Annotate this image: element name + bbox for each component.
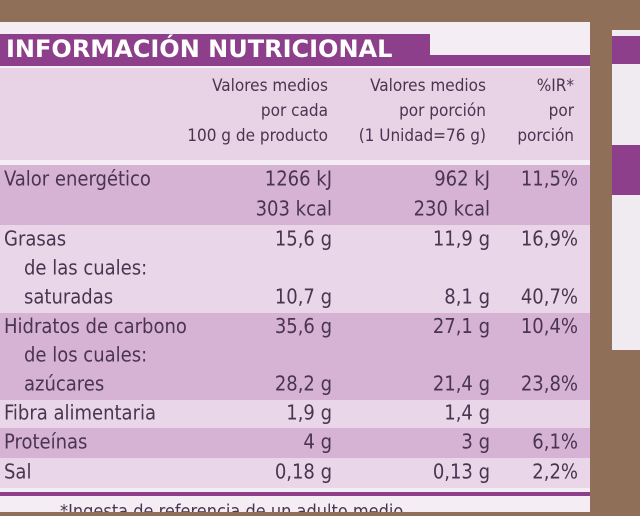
column-header: porción: [517, 126, 574, 146]
nutrient-value: 0,18 g: [275, 460, 332, 484]
row-band: [0, 400, 590, 428]
nutrient-value: 21,4 g: [433, 372, 490, 396]
nutrient-value: 10,4%: [521, 314, 578, 338]
column-header: por: [549, 101, 575, 121]
nutrient-value: 8,1 g: [444, 285, 490, 309]
nutrient-value: 962 kJ: [434, 167, 490, 191]
row-band: [0, 165, 590, 195]
column-header: 100 g de producto: [187, 126, 328, 146]
nutrient-value: 10,7 g: [275, 285, 332, 309]
column-header: (1 Unidad=76 g): [359, 126, 486, 146]
nutrient-value: 3 g: [461, 430, 490, 454]
title-band: [0, 34, 430, 66]
nutrient-value: 28,2 g: [275, 372, 332, 396]
nutrient-value: 303 kcal: [256, 197, 332, 221]
nutrient-name: Grasas: [4, 227, 66, 251]
row-band: [0, 283, 590, 313]
nutrient-value: 1266 kJ: [265, 167, 332, 191]
nutrient-name: Valor energético: [4, 167, 151, 191]
side-band: [612, 145, 640, 195]
nutrient-name: Fibra alimentaria: [4, 401, 156, 425]
nutrient-name: Proteínas: [4, 430, 87, 454]
nutrient-value: 40,7%: [521, 285, 578, 309]
nutrient-value: 11,9 g: [433, 227, 490, 251]
row-band: [0, 255, 590, 283]
nutrient-name: de los cuales:: [24, 343, 147, 367]
nutrient-value: 16,9%: [521, 227, 578, 251]
column-header: por porción: [399, 101, 486, 121]
row-band: [0, 458, 590, 488]
title: INFORMACIÓN NUTRICIONAL: [6, 33, 392, 63]
row-band: [0, 225, 590, 255]
footer-rule: [0, 492, 590, 496]
nutrient-value: 1,9 g: [286, 401, 332, 425]
header-row: [0, 68, 590, 160]
footnote: *Ingesta de referencia de un adulto medi…: [60, 501, 403, 512]
nutrient-value: 35,6 g: [275, 314, 332, 338]
column-header: %IR*: [537, 76, 575, 96]
nutrient-value: 2,2%: [532, 460, 578, 484]
column-header: Valores medios: [370, 76, 486, 96]
row-band: [0, 428, 590, 458]
nutrient-name: Sal: [4, 460, 31, 484]
nutrient-name: Hidratos de carbono: [4, 314, 187, 338]
side-band: [612, 36, 640, 64]
nutrient-value: 1,4 g: [444, 401, 490, 425]
nutrient-name: azúcares: [24, 372, 104, 396]
title-band-rule: [430, 55, 590, 66]
row-band: [0, 313, 590, 342]
nutrient-value: 4 g: [303, 430, 332, 454]
row-band: [0, 370, 590, 400]
nutrient-name: de las cuales:: [24, 256, 147, 280]
row-band: [0, 195, 590, 225]
column-header: Valores medios: [212, 76, 328, 96]
nutrient-name: saturadas: [24, 285, 113, 309]
nutrient-value: 6,1%: [532, 430, 578, 454]
column-header: por cada: [261, 101, 328, 121]
nutrient-value: 23,8%: [521, 372, 578, 396]
row-band: [0, 342, 590, 370]
nutrient-value: 230 kcal: [414, 197, 490, 221]
nutrient-value: 15,6 g: [275, 227, 332, 251]
nutrient-value: 0,13 g: [433, 460, 490, 484]
nutrient-value: 11,5%: [521, 167, 578, 191]
nutrient-value: 27,1 g: [433, 314, 490, 338]
